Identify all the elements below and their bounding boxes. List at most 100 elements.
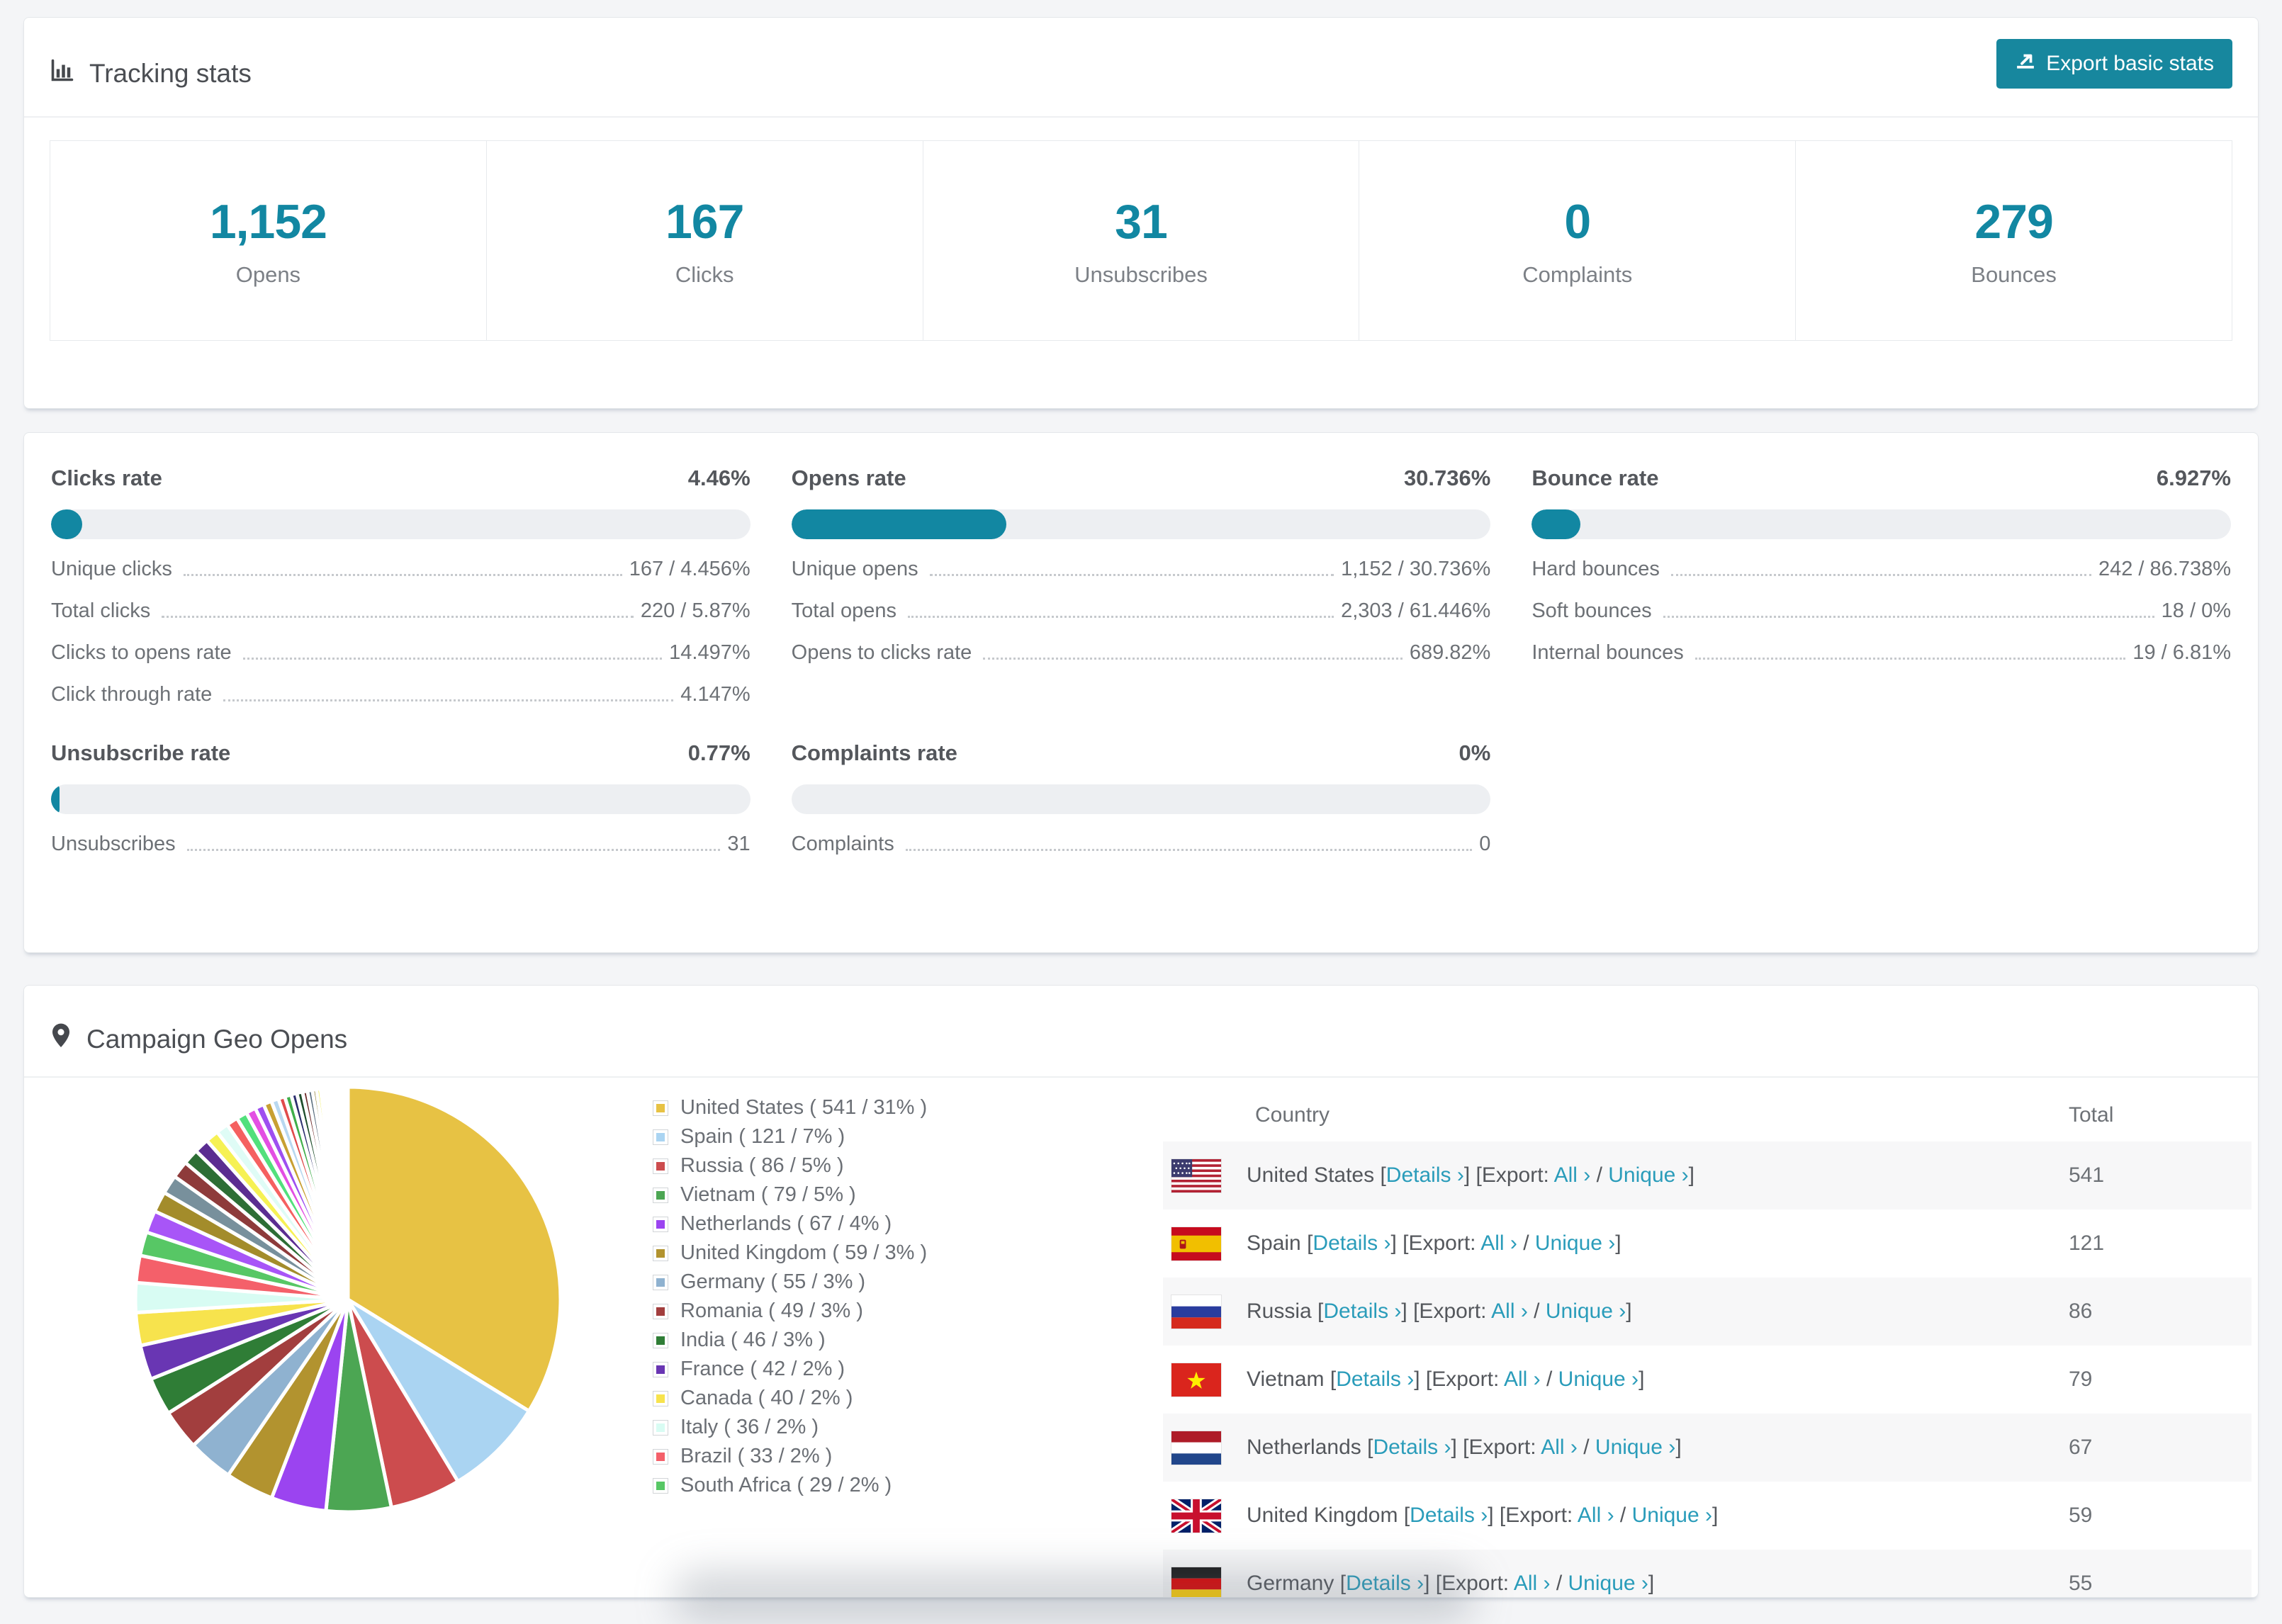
export-all-link[interactable]: All › [1480,1231,1517,1255]
rate-detail-label: Unique clicks [51,558,172,580]
details-link[interactable]: Details › [1313,1231,1391,1255]
bracket: ] [1488,1504,1500,1527]
export-all-link[interactable]: All › [1503,1368,1541,1391]
export-unique-link[interactable]: Unique › [1534,1231,1616,1255]
legend-item-russia: Russia ( 86 / 5% ) [653,1151,927,1180]
slash-separator: / [1550,1572,1568,1595]
rate-detail-label: Hard bounces [1531,558,1660,580]
geo-country-table: Country Total United States [Details ›] … [1163,1089,2252,1597]
geo-table-header-country: Country [1255,1103,1330,1127]
rate-detail-value: 220 / 5.87% [640,599,751,622]
rate-section-bounce-rate: Bounce rate 6.927% Hard bounces 242 / 86.73… [1531,466,2231,706]
export-all-link[interactable]: All › [1577,1504,1614,1527]
legend-label: Vietnam ( 79 / 5% ) [680,1183,856,1206]
details-link[interactable]: Details › [1373,1436,1451,1459]
bracket: [ [1403,1504,1410,1527]
legend-label: South Africa ( 29 / 2% ) [680,1474,892,1496]
country-links-line: Vietnam [Details ›] [Export: All › / Uni… [1247,1368,1644,1392]
export-all-link[interactable]: All › [1491,1299,1528,1323]
export-unique-link[interactable]: Unique › [1545,1299,1626,1323]
dotted-leader [983,658,1403,660]
rate-detail-label: Internal bounces [1531,641,1684,664]
stat-label: Opens [235,261,301,287]
geo-table-row-united-states: United States [Details ›] [Export: All ›… [1163,1141,2252,1209]
details-link[interactable]: Details › [1346,1572,1424,1595]
rate-detail-row: Total opens 2,303 / 61.446% [792,599,1491,623]
country-name: Vietnam [1247,1368,1325,1391]
details-link[interactable]: Details › [1410,1504,1488,1527]
bracket: ] [1463,1163,1476,1187]
dotted-leader [1694,658,2126,660]
rate-section-title: Bounce rate [1531,466,1659,490]
export-unique-link[interactable]: Unique › [1631,1504,1713,1527]
pie-slice-spain [346,1297,532,1484]
country-total: 79 [2069,1368,2093,1391]
stat-cell-opens: 1,152 Opens [50,141,486,340]
rate-detail-row: Opens to clicks rate 689.82% [792,641,1491,665]
bracket: ] [1615,1231,1621,1255]
legend-swatch [653,1304,668,1319]
stat-cell-clicks: 167 Clicks [485,141,923,340]
export-unique-link[interactable]: Unique › [1608,1163,1689,1187]
rate-progress-bar [791,784,1491,814]
bracket: ] [1675,1436,1682,1459]
nl-flag-icon [1171,1431,1221,1465]
rate-section-title: Opens rate [791,466,906,490]
legend-item-germany: Germany ( 55 / 3% ) [653,1268,927,1297]
details-link[interactable]: Details › [1323,1299,1402,1323]
legend-swatch [653,1100,668,1115]
gb-flag-icon [1171,1499,1221,1533]
rate-detail-row: Hard bounces 242 / 86.738% [1531,558,2231,581]
legend-swatch [653,1449,668,1464]
export-all-link[interactable]: All › [1541,1436,1578,1459]
stat-value: 31 [1115,194,1168,249]
stat-value: 167 [665,194,744,249]
export-unique-link[interactable]: Unique › [1595,1436,1676,1459]
rate-progress-fill [1531,509,1580,539]
stat-label: Clicks [675,261,734,287]
country-name: Germany [1247,1572,1334,1595]
legend-swatch [653,1158,668,1173]
stat-label: Unsubscribes [1074,261,1208,287]
geo-opens-title-text: Campaign Geo Opens [86,1024,348,1054]
rate-detail-label: Total clicks [51,599,151,622]
rate-section-title: Clicks rate [51,466,162,490]
details-link[interactable]: Details › [1336,1368,1415,1391]
legend-swatch [653,1246,668,1261]
rate-detail-label: Total opens [791,599,896,622]
rate-progress-fill [51,509,82,539]
bracket: ] [1401,1299,1414,1323]
legend-item-india: India ( 46 / 3% ) [653,1326,927,1355]
map-pin-icon [50,1022,72,1056]
slash-separator: / [1517,1231,1535,1255]
rate-progress-bar [51,509,751,539]
rate-detail-label: Click through rate [51,683,213,706]
details-link[interactable]: Details › [1386,1163,1464,1187]
dotted-leader [1670,574,2091,576]
export-all-link[interactable]: All › [1553,1163,1591,1187]
export-prefix: [Export: [1413,1299,1492,1323]
bracket: ] [1712,1504,1719,1527]
export-unique-link[interactable]: Unique › [1558,1368,1639,1391]
geo-table-header: Country Total [1163,1089,2252,1141]
export-all-link[interactable]: All › [1513,1572,1551,1595]
bracket: ] [1451,1436,1463,1459]
legend-swatch [653,1362,668,1377]
rate-section-title: Complaints rate [791,740,957,765]
rate-detail-value: 689.82% [1409,641,1491,664]
export-unique-link[interactable]: Unique › [1568,1572,1648,1595]
export-basic-stats-button[interactable]: Export basic stats [1996,39,2232,89]
geo-table-row-russia: Russia [Details ›] [Export: All › / Uniq… [1163,1278,2252,1346]
legend-item-romania: Romania ( 49 / 3% ) [653,1297,927,1326]
rates-grid: Clicks rate 4.46% Unique clicks 167 / 4.456… [51,466,2231,856]
slash-separator: / [1540,1368,1558,1391]
country-links-line: Netherlands [Details ›] [Export: All › /… [1247,1436,1682,1460]
vn-flag-icon [1171,1363,1221,1397]
geo-opens-title: Campaign Geo Opens [50,1014,2232,1056]
geo-pie-legend: United States ( 541 / 31% ) Spain ( 121 /… [653,1093,927,1500]
bracket: ] [1424,1572,1436,1595]
rate-section-value: 4.46% [687,466,751,490]
stat-label: Complaints [1522,261,1633,287]
legend-label: Canada ( 40 / 2% ) [680,1387,853,1409]
